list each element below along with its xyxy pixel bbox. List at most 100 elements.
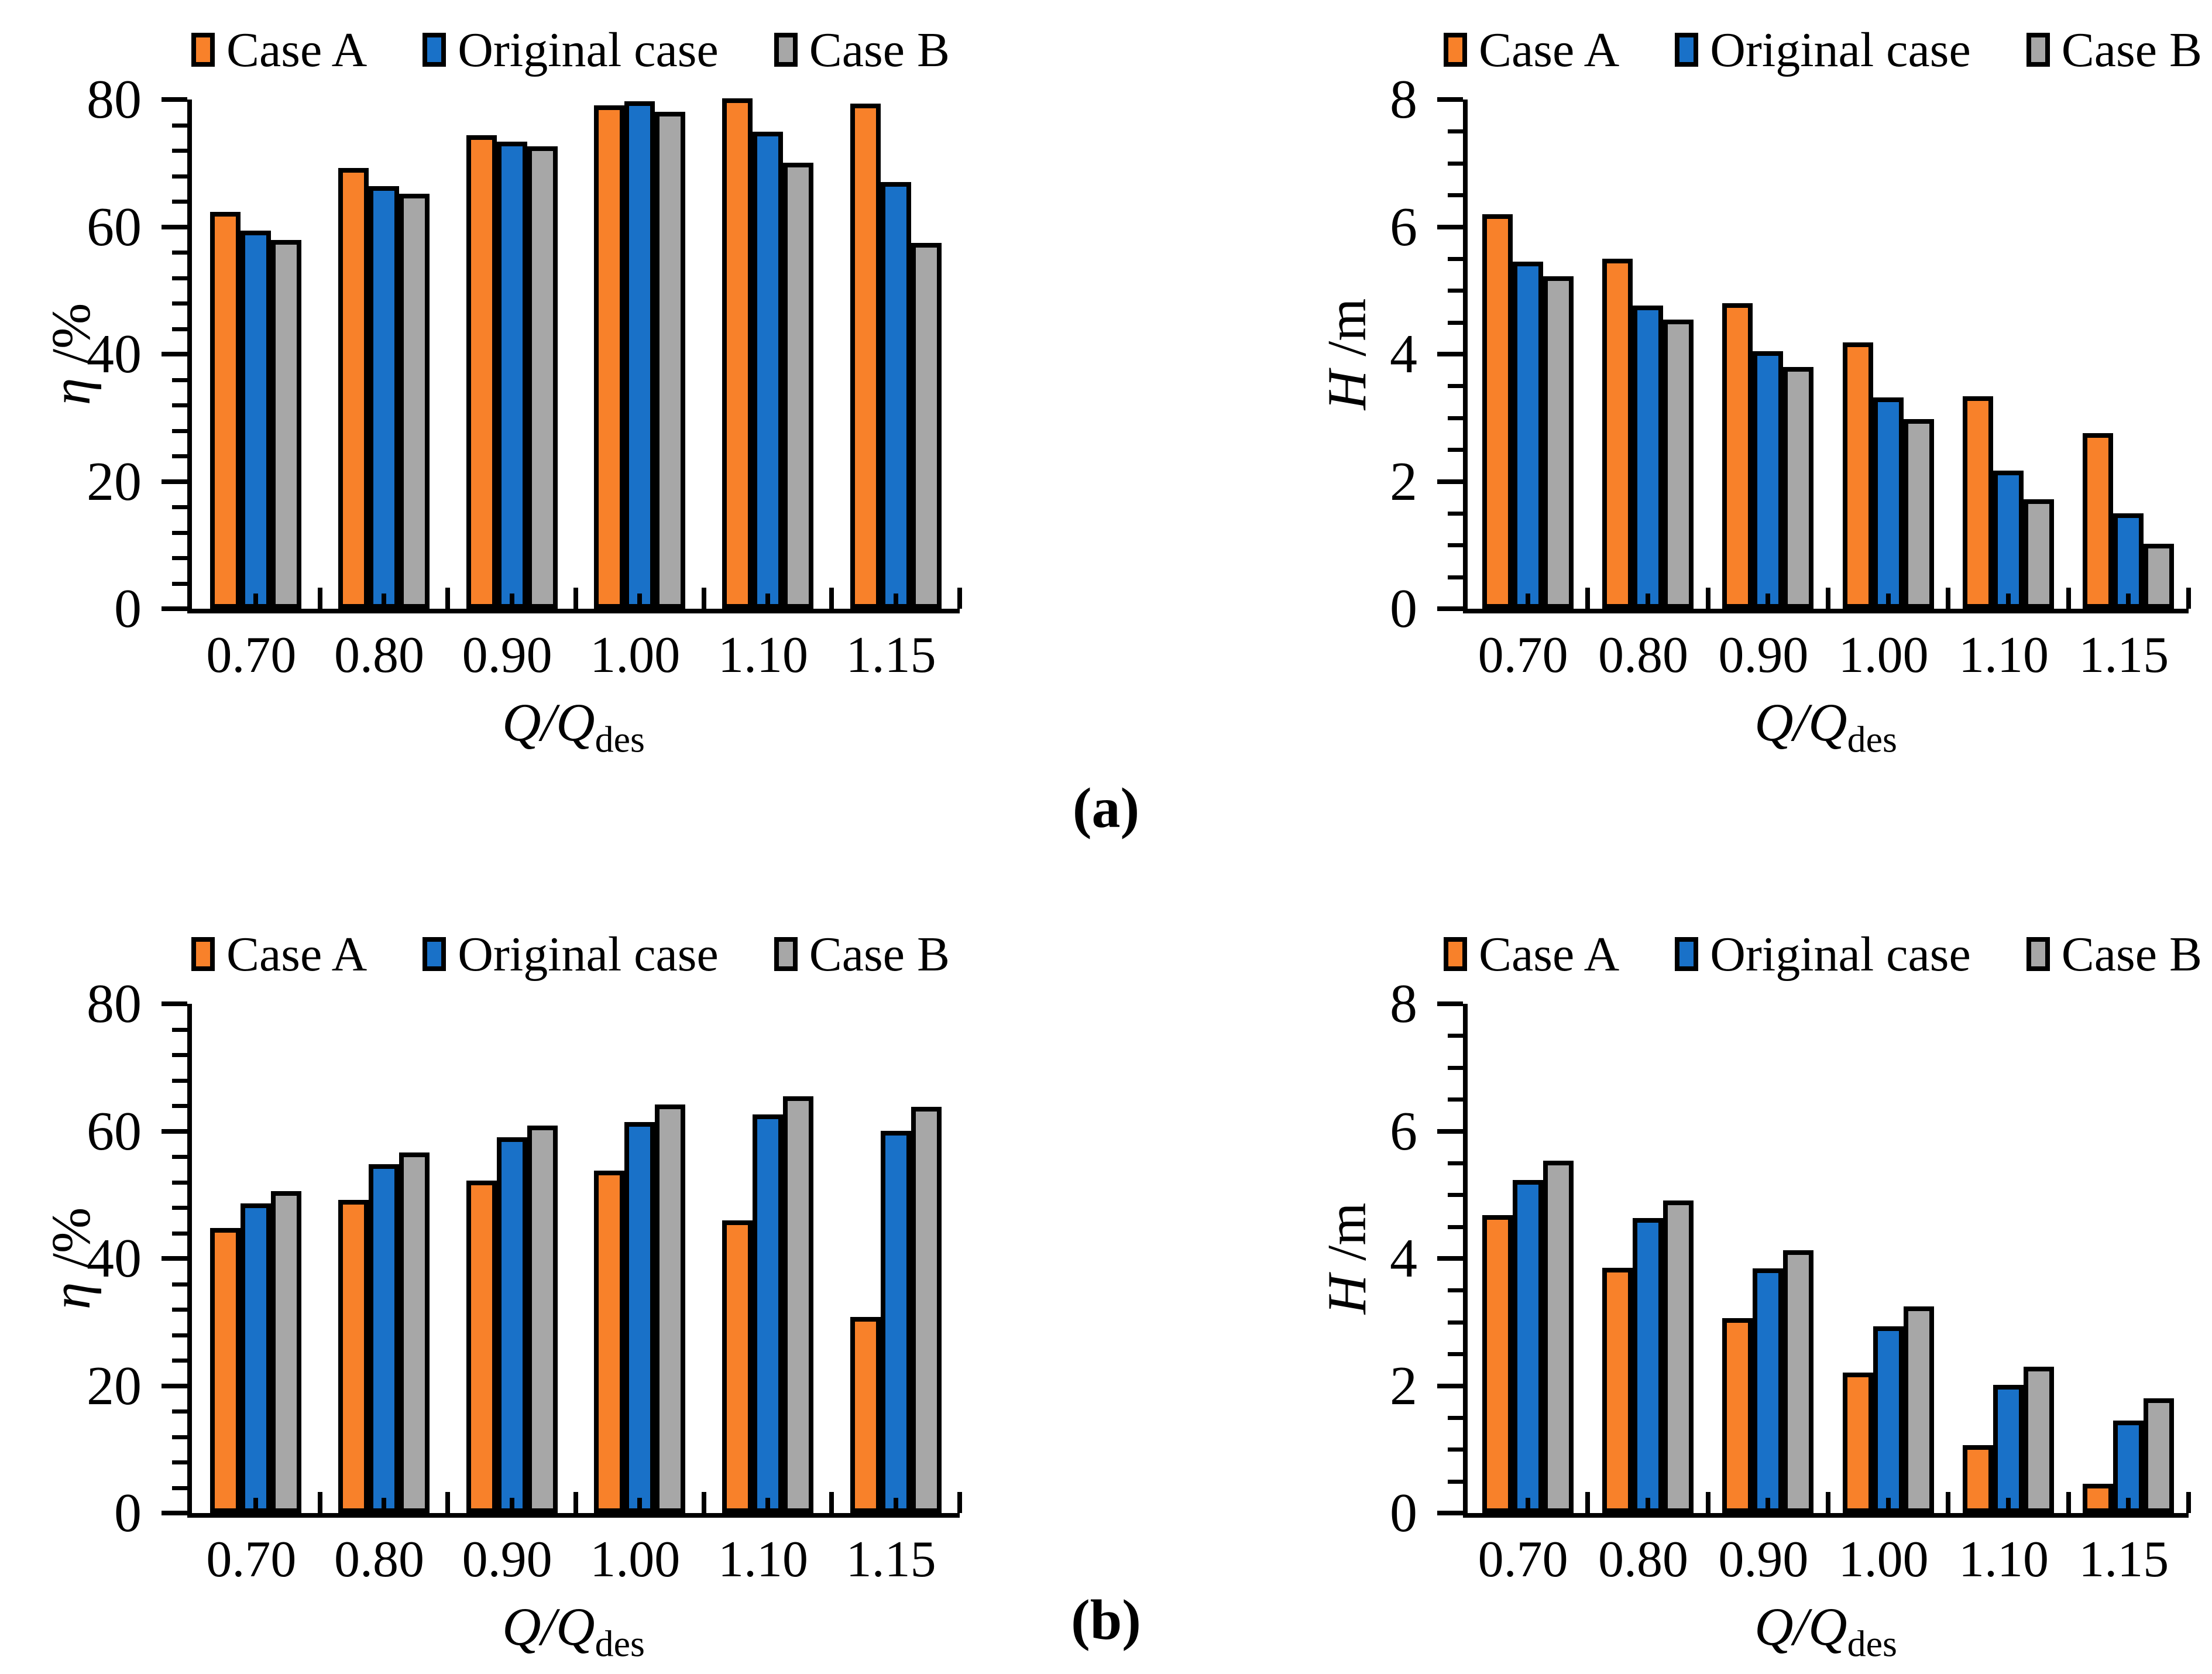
bar-case-b-0.70 <box>271 1191 302 1513</box>
x-axis-tick-labels: 0.70 0.80 0.90 1.00 1.10 1.15 <box>1463 1529 2189 1594</box>
bar-case-a-1.15 <box>2083 433 2114 609</box>
y-major-tick <box>1437 1256 1463 1261</box>
x-tick-label: 1.10 <box>1958 627 2049 684</box>
x-tick-label: 0.90 <box>1718 1531 1809 1588</box>
y-minor-tick <box>1448 575 1463 579</box>
legend-label: Case B <box>2061 927 2203 982</box>
y-minor-tick <box>172 1231 187 1236</box>
bar-case-a-0.90 <box>466 1181 497 1513</box>
x-major-tick <box>2126 594 2131 609</box>
x-major-tick <box>1646 594 1650 609</box>
y-minor-tick <box>172 1104 187 1108</box>
panel-label-b: (b) <box>1071 1589 1141 1652</box>
y-tick-label: 8 <box>1390 69 1417 130</box>
case-b-swatch <box>774 33 798 67</box>
legend: Case A Original case Case B <box>1434 12 2212 88</box>
y-minor-tick <box>1448 448 1463 452</box>
bar-original-case-0.70 <box>1512 1180 1543 1513</box>
x-tick-label: 1.15 <box>2079 1531 2169 1588</box>
bar-case-a-1.00 <box>1842 342 1873 609</box>
bar-case-b-1.10 <box>783 163 813 609</box>
legend-item-original-case: Original case <box>1675 926 1971 983</box>
x-axis-symbol: Q/Q <box>502 1597 595 1656</box>
legend: Case A Original case Case B <box>158 12 983 88</box>
bar-original-case-1.15 <box>2113 1421 2144 1513</box>
y-minor-tick <box>172 1460 187 1464</box>
bar-original-case-1.10 <box>1993 1385 2024 1513</box>
bar-case-a-0.70 <box>1482 1215 1513 1513</box>
y-major-tick <box>1437 97 1463 102</box>
y-tick-label: 80 <box>87 69 142 130</box>
bar-original-case-0.90 <box>496 1137 527 1513</box>
x-major-tick <box>1766 594 1771 609</box>
y-minor-tick <box>1448 1065 1463 1070</box>
y-major-tick <box>162 479 187 484</box>
y-minor-tick <box>1448 416 1463 420</box>
bar-case-a-0.70 <box>210 1228 241 1513</box>
x-axis-symbol: Q/Q <box>502 692 595 752</box>
x-axis-symbol: Q/Q <box>1754 1597 1847 1656</box>
x-major-tick <box>509 1498 514 1513</box>
x-axis-title: Q/Qdes <box>1463 1596 2189 1674</box>
bar-case-b-1.10 <box>2024 1367 2054 1513</box>
x-boundary-tick <box>1705 588 1710 609</box>
bar-case-b-1.10 <box>783 1096 813 1513</box>
y-major-tick <box>1437 1128 1463 1134</box>
x-tick-label: 0.90 <box>462 627 552 684</box>
bar-original-case-0.70 <box>1512 262 1543 609</box>
y-minor-tick <box>172 454 187 458</box>
x-tick-label: 1.10 <box>717 627 808 684</box>
legend-label: Original case <box>1710 927 1971 982</box>
case-b-swatch <box>2026 33 2050 67</box>
x-boundary-tick <box>1585 1492 1591 1513</box>
x-major-tick <box>2006 1498 2011 1513</box>
y-major-tick <box>162 1383 187 1388</box>
x-tick-label: 0.90 <box>462 1531 552 1588</box>
y-tick-label: 40 <box>87 324 142 385</box>
bar-case-a-0.80 <box>1602 259 1633 609</box>
y-tick-label: 0 <box>1390 578 1417 639</box>
bar-original-case-1.00 <box>1873 397 1904 609</box>
x-tick-label: 1.15 <box>846 627 936 684</box>
bar-original-case-0.70 <box>241 1203 272 1513</box>
x-boundary-tick <box>2186 1492 2191 1513</box>
bar-case-a-0.90 <box>1722 303 1753 609</box>
bar-case-a-0.80 <box>1602 1268 1633 1513</box>
bar-case-b-0.70 <box>1543 1161 1574 1513</box>
bar-original-case-1.10 <box>1993 471 2024 609</box>
y-tick-label: 0 <box>114 578 142 639</box>
x-major-tick <box>382 594 386 609</box>
y-minor-tick <box>172 1308 187 1312</box>
bar-case-b-0.80 <box>1663 320 1694 609</box>
x-boundary-tick <box>573 588 578 609</box>
y-tick-label: 2 <box>1390 451 1417 512</box>
y-major-tick <box>162 1256 187 1261</box>
bar-case-b-0.80 <box>399 1152 430 1513</box>
x-major-tick <box>1766 1498 1771 1513</box>
legend-label: Case B <box>2061 22 2203 77</box>
x-axis-tick-labels: 0.70 0.80 0.90 1.00 1.10 1.15 <box>187 625 960 690</box>
bar-original-case-0.80 <box>369 186 399 609</box>
y-minor-tick <box>1448 193 1463 198</box>
y-minor-tick <box>1448 1193 1463 1198</box>
y-minor-tick <box>1448 1161 1463 1165</box>
x-boundary-tick <box>701 1492 706 1513</box>
y-minor-tick <box>172 1027 187 1032</box>
x-axis-subscript: des <box>595 718 645 760</box>
y-major-tick <box>162 352 187 356</box>
bar-original-case-0.70 <box>241 231 272 609</box>
bar-original-case-1.00 <box>624 1122 655 1513</box>
x-tick-label: 0.80 <box>1598 1531 1688 1588</box>
bar-case-b-0.90 <box>527 146 558 609</box>
legend-item-case-b: Case B <box>2026 926 2202 983</box>
y-major-tick <box>1437 1511 1463 1515</box>
bar-original-case-0.90 <box>496 142 527 609</box>
x-tick-label: 0.90 <box>1718 627 1809 684</box>
legend-item-original-case: Original case <box>423 926 719 983</box>
y-minor-tick <box>172 1053 187 1057</box>
x-tick-label: 1.00 <box>590 627 681 684</box>
y-minor-tick <box>172 174 187 179</box>
x-major-tick <box>1885 1498 1891 1513</box>
y-major-tick <box>162 1001 187 1006</box>
